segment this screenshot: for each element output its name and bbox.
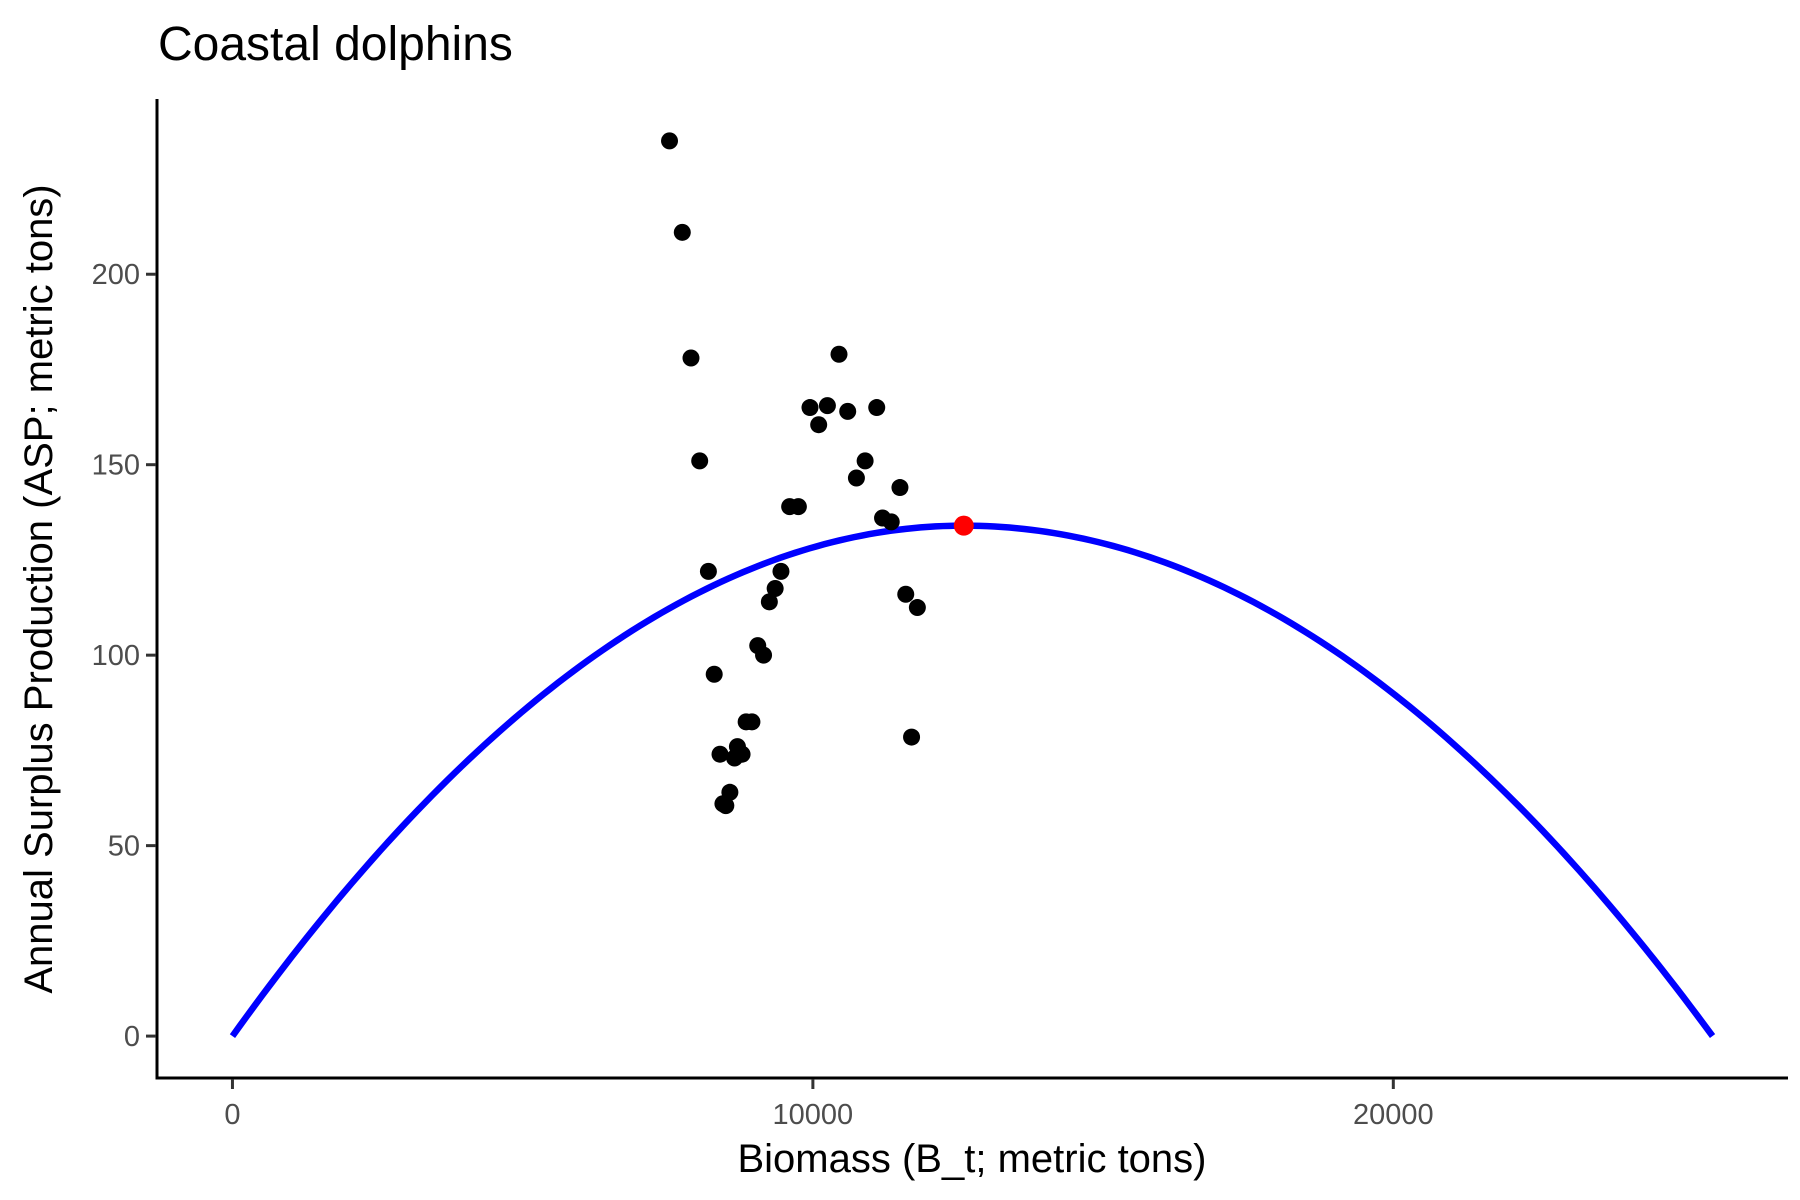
data-point [760,593,778,611]
x-tick-label: 20000 [1353,1099,1434,1131]
x-axis-ticks: 0 10000 20000 [224,1079,1434,1131]
data-point [772,562,790,580]
data-point [810,416,828,434]
chart-title: Coastal dolphins [158,18,513,71]
data-point [673,223,691,241]
data-point [801,399,819,417]
data-point [789,498,807,516]
data-point [868,399,886,417]
y-axis-title: Annual Surplus Production (ASP; metric t… [17,184,61,993]
peak-point [953,515,974,536]
data-point [705,665,723,683]
data-point [711,745,729,763]
data-point [717,797,735,815]
plot-area [229,132,1716,1039]
data-point [691,452,709,470]
data-point [830,345,848,363]
data-point [891,479,909,497]
data-point [908,599,926,617]
y-tick-label: 150 [92,450,140,482]
y-tick-label: 100 [92,640,140,672]
x-tick-label: 10000 [773,1099,854,1131]
data-point [839,402,857,420]
x-tick-label: 0 [224,1099,240,1131]
data-point [847,469,865,487]
data-point [743,713,761,731]
y-tick-label: 200 [92,259,140,291]
data-point [661,132,679,150]
data-point [897,585,915,603]
data-point [733,745,751,763]
x-axis-title: Biomass (B_t; metric tons) [737,1137,1206,1181]
data-point [755,646,773,664]
fitted-curve [229,522,1716,1039]
data-point [903,728,921,746]
data-point [699,562,717,580]
data-point [682,349,700,367]
data-point [766,580,784,597]
data-point [818,397,836,415]
data-point [721,783,739,801]
y-tick-label: 50 [108,831,140,863]
data-point [856,452,874,470]
data-point [882,513,900,531]
y-axis-ticks: 0 50 100 150 200 [92,259,156,1053]
y-tick-label: 0 [124,1021,140,1053]
